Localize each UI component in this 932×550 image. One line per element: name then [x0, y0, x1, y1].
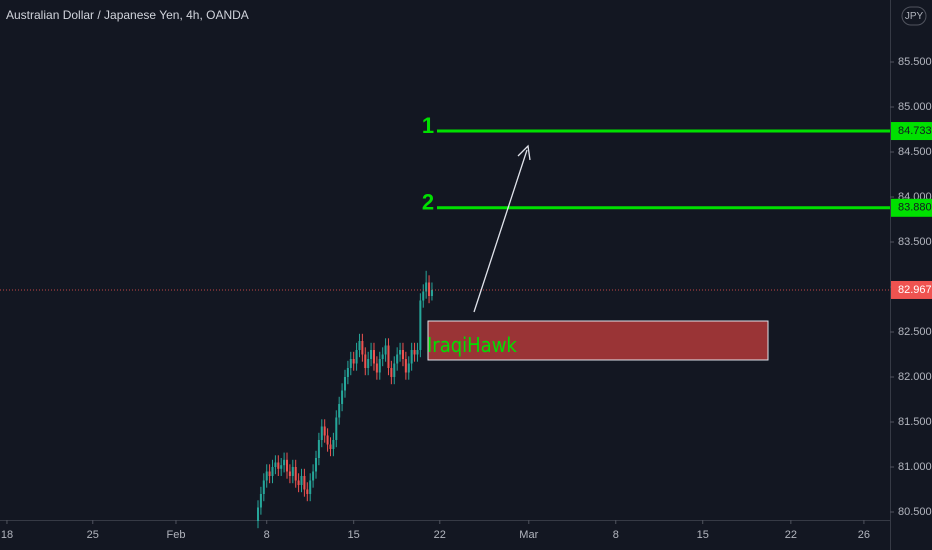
candle-body [401, 349, 404, 359]
candle-body [381, 354, 384, 359]
candle-body [280, 465, 283, 469]
candle-body [320, 426, 323, 440]
chart-title: Australian Dollar / Japanese Yen, 4h, OA… [6, 8, 249, 22]
candle-body [300, 475, 303, 485]
x-tick-label: 25 [87, 529, 99, 541]
candle-body [428, 282, 431, 296]
y-tick-label: 80.500 [898, 506, 932, 518]
candle-body [393, 363, 396, 377]
candle-body [419, 300, 422, 350]
candle-body [297, 480, 300, 485]
x-tick-label: 22 [785, 529, 797, 541]
x-tick-label: Feb [166, 529, 185, 541]
candle-body [364, 354, 367, 368]
candle-body [341, 390, 344, 404]
candle-body [288, 471, 291, 476]
x-tick-label: 15 [697, 529, 709, 541]
y-tick-label: 85.500 [898, 56, 932, 68]
candle-body [378, 358, 381, 373]
candle-body [404, 358, 407, 373]
candle-body [349, 358, 352, 368]
zone-box [427, 320, 769, 361]
candle-body [352, 358, 355, 364]
candle-body [314, 457, 318, 472]
candle-body [410, 349, 413, 364]
x-tick-label: 8 [613, 529, 619, 541]
candle-body [303, 475, 306, 490]
candle-body [361, 340, 364, 355]
level-price-label: 83.880 [898, 202, 932, 214]
candle-body [387, 345, 390, 368]
y-tick-label: 83.500 [898, 236, 932, 248]
candle-body [306, 489, 309, 494]
y-tick-label: 84.500 [898, 146, 932, 158]
candle-body [277, 462, 280, 469]
level-price-box [891, 122, 932, 141]
candle-body [271, 466, 274, 476]
candle-body [399, 349, 402, 355]
candle-body [370, 349, 373, 359]
candle-body [265, 471, 268, 481]
candle-body [323, 426, 326, 436]
y-tick-label: 81.500 [898, 416, 932, 428]
candle-body [332, 439, 335, 449]
arrow-shaft [473, 149, 528, 313]
candle-body [338, 403, 341, 418]
candle-body [283, 459, 286, 466]
last-price-box [891, 280, 932, 299]
zone-label: IraqiHawk [427, 333, 517, 357]
level-price-label: 84.733 [898, 125, 932, 137]
candle-body [384, 345, 387, 355]
candle-body [367, 358, 370, 368]
candle-body [358, 340, 361, 350]
candle-body [294, 466, 297, 481]
y-tick-label: 81.000 [898, 461, 932, 473]
candle-body [430, 289, 433, 296]
candle-body [335, 417, 338, 440]
x-tick-label: 15 [348, 529, 360, 541]
candle-body [256, 507, 260, 521]
level-name: 2 [422, 190, 434, 215]
candle-body [416, 349, 419, 355]
candle-body [317, 439, 320, 458]
candle-body [312, 471, 315, 481]
candle-body [329, 444, 332, 449]
candle-body [413, 349, 416, 355]
candle-body [375, 363, 378, 373]
x-tick-label: 18 [1, 529, 13, 541]
candle-body [262, 480, 265, 494]
candle-body [355, 349, 358, 364]
candle-body [346, 367, 349, 377]
level-price-box [891, 198, 932, 217]
x-tick-label: 22 [434, 529, 446, 541]
candle-body [372, 349, 375, 364]
candle-body [396, 354, 399, 364]
candle-body [285, 459, 289, 472]
arrow-head [517, 144, 531, 161]
candle-body [309, 480, 312, 494]
candle-body [343, 376, 346, 391]
level-name: 1 [422, 113, 434, 138]
currency-button[interactable] [901, 6, 927, 26]
candle-body [425, 282, 428, 292]
x-tick-label: Mar [519, 529, 538, 541]
candle-body [422, 291, 425, 301]
candle-body [268, 471, 271, 476]
x-tick-label: 26 [858, 529, 870, 541]
currency-label[interactable]: JPY [905, 11, 924, 22]
candle-body [291, 466, 294, 476]
candle-body [407, 363, 410, 373]
x-tick-label: 8 [264, 529, 270, 541]
candle-body [274, 462, 277, 467]
candle-body [390, 367, 393, 377]
y-tick-label: 85.000 [898, 101, 932, 113]
last-price-label: 82.967 [898, 284, 932, 296]
candle-body [326, 435, 329, 445]
y-tick-label: 82.000 [898, 371, 932, 383]
candle-body [259, 493, 262, 508]
y-tick-label: 82.500 [898, 326, 932, 338]
